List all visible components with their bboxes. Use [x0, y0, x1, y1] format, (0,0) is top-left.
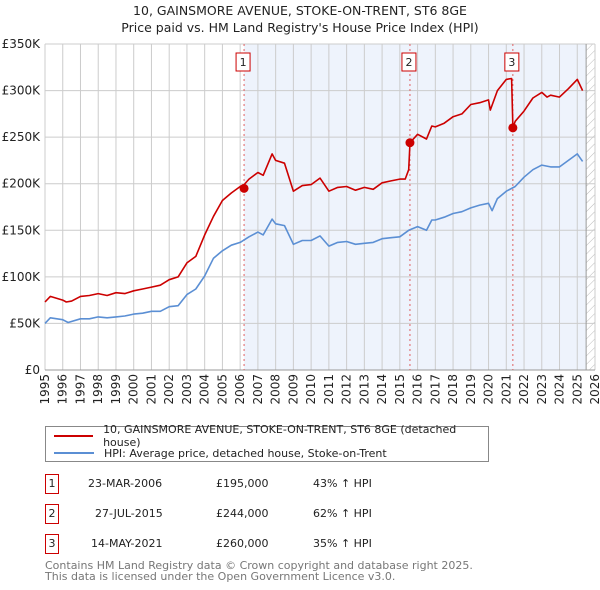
x-tick-label: 2005	[215, 374, 229, 405]
sale-hpi-delta: 43% ↑ HPI	[313, 477, 372, 490]
x-tick-label: 2019	[464, 374, 478, 405]
legend-label-hpi: HPI: Average price, detached house, Stok…	[104, 446, 387, 460]
sale-point	[239, 183, 249, 193]
sale-label: 1	[240, 56, 247, 69]
sale-price: £195,000	[216, 477, 269, 490]
sale-number-badge: 2	[45, 504, 59, 524]
legend-swatch-property	[54, 435, 94, 437]
x-tick-label: 2003	[180, 374, 194, 405]
sale-date: 14-MAY-2021	[91, 537, 163, 550]
x-tick-label: 2017	[428, 374, 442, 405]
sale-number-badge: 1	[45, 474, 59, 494]
footer-licence: This data is licensed under the Open Gov…	[45, 570, 396, 583]
legend-item-hpi: HPI: Average price, detached house, Stok…	[54, 445, 387, 461]
x-tick-label: 2006	[233, 374, 247, 405]
sale-point	[405, 138, 415, 148]
x-tick-label: 2026	[588, 374, 600, 405]
hpi-line	[44, 153, 584, 324]
y-tick-label: £250K	[2, 130, 42, 144]
sale-label-box	[504, 52, 520, 72]
x-tick-label: 2022	[517, 374, 531, 405]
x-tick-label: 2013	[357, 374, 371, 405]
y-tick-label: £300K	[2, 84, 42, 98]
x-tick-label: 2015	[393, 374, 407, 405]
x-tick-label: 2001	[144, 374, 158, 405]
x-tick-label: 2011	[322, 374, 336, 405]
x-tick-label: 1995	[38, 374, 52, 405]
legend-label-property: 10, GAINSMORE AVENUE, STOKE-ON-TRENT, ST…	[103, 423, 457, 449]
x-tick-label: 1999	[109, 374, 123, 405]
sale-hpi-delta: 62% ↑ HPI	[313, 507, 372, 520]
sale-point	[508, 123, 518, 133]
chart-legend: 10, GAINSMORE AVENUE, STOKE-ON-TRENT, ST…	[45, 423, 489, 462]
y-tick-label: £150K	[2, 223, 42, 237]
x-tick-label: 2002	[162, 374, 176, 405]
x-tick-label: 1998	[91, 374, 105, 405]
sale-label-box	[401, 52, 417, 72]
footer-copyright: Contains HM Land Registry data © Crown c…	[45, 559, 473, 572]
sale-date: 23-MAR-2006	[88, 477, 163, 490]
sale-row: 3 14-MAY-2021 £260,000 35% ↑ HPI	[45, 534, 545, 554]
y-tick-label: £350K	[2, 37, 42, 51]
sale-price: £244,000	[216, 507, 269, 520]
ownership-shade	[244, 44, 587, 370]
sale-label-box	[235, 52, 251, 72]
x-tick-label: 2008	[269, 374, 283, 405]
sale-price: £260,000	[216, 537, 269, 550]
x-tick-label: 2004	[198, 374, 212, 405]
legend-item-property: 10, GAINSMORE AVENUE, STOKE-ON-TRENT, ST…	[54, 423, 488, 449]
x-tick-label: 2000	[127, 374, 141, 405]
sale-label: 3	[508, 56, 515, 69]
x-tick-label: 2012	[340, 374, 354, 405]
chart-title: 10, GAINSMORE AVENUE, STOKE-ON-TRENT, ST…	[133, 3, 467, 18]
property-price-line	[44, 77, 584, 303]
projection-hatch	[586, 44, 595, 370]
x-tick-label: 2010	[304, 374, 318, 405]
sale-date: 27-JUL-2015	[95, 507, 163, 520]
x-tick-label: 2018	[446, 374, 460, 405]
x-tick-label: 2014	[375, 374, 389, 405]
sale-row: 1 23-MAR-2006 £195,000 43% ↑ HPI	[45, 474, 545, 494]
y-tick-label: £100K	[2, 270, 42, 284]
x-tick-label: 2023	[535, 374, 549, 405]
y-tick-label: £200K	[2, 177, 42, 191]
x-tick-label: 2009	[286, 374, 300, 405]
sale-number-badge: 3	[45, 534, 59, 554]
x-tick-label: 2025	[570, 374, 584, 405]
x-tick-label: 2016	[411, 374, 425, 405]
y-tick-label: £50K	[9, 316, 41, 330]
x-tick-label: 1996	[56, 374, 70, 405]
x-tick-label: 2007	[251, 374, 265, 405]
x-tick-label: 2021	[499, 374, 513, 405]
chart-subtitle: Price paid vs. HM Land Registry's House …	[121, 20, 479, 35]
legend-swatch-hpi	[54, 452, 94, 454]
x-tick-label: 2024	[553, 374, 567, 405]
y-tick-label: £0	[25, 363, 40, 377]
sale-row: 2 27-JUL-2015 £244,000 62% ↑ HPI	[45, 504, 545, 524]
sale-hpi-delta: 35% ↑ HPI	[313, 537, 372, 550]
sale-label: 2	[405, 56, 412, 69]
x-tick-label: 2020	[482, 374, 496, 405]
x-tick-label: 1997	[73, 374, 87, 405]
